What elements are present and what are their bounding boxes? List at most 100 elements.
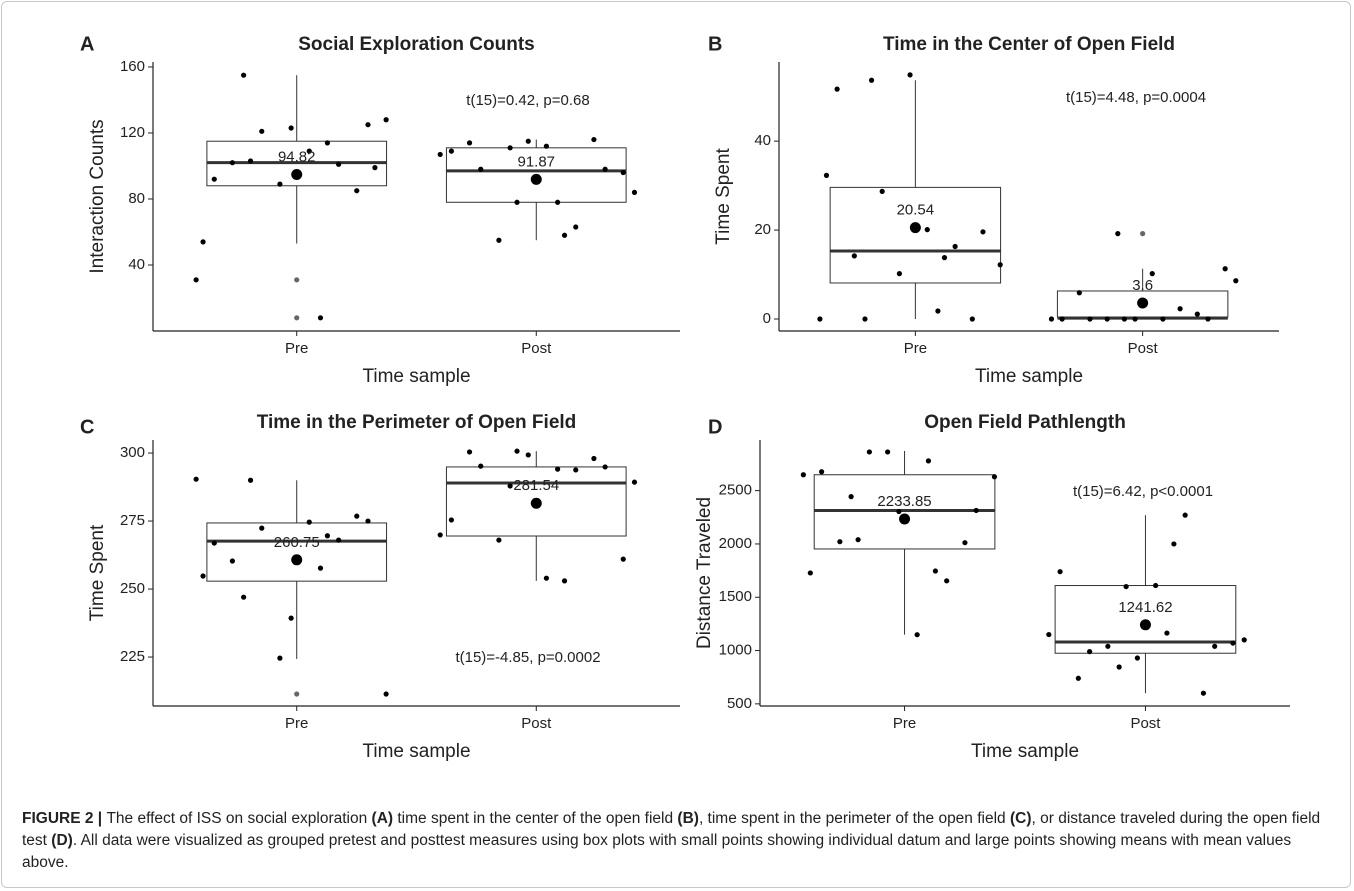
data-point bbox=[855, 537, 861, 543]
y-tick-label: 300 bbox=[120, 444, 145, 461]
y-tick-label: 275 bbox=[120, 512, 145, 529]
chart-title: Time in the Perimeter of Open Field bbox=[257, 412, 577, 433]
data-point bbox=[211, 176, 217, 182]
data-point bbox=[631, 189, 638, 195]
data-point bbox=[1241, 637, 1247, 643]
caption-segment: , time spent in the perimeter of the ope… bbox=[698, 810, 1010, 827]
data-point bbox=[448, 517, 454, 523]
mean-label: 281.54 bbox=[513, 477, 559, 494]
data-point bbox=[941, 255, 948, 261]
panel-letter: B bbox=[708, 33, 722, 55]
data-point bbox=[317, 315, 324, 321]
caption-segment: (C) bbox=[1009, 810, 1032, 827]
data-point bbox=[1230, 640, 1236, 646]
data-point bbox=[823, 172, 830, 178]
data-point bbox=[602, 166, 608, 172]
caption-segment: (B) bbox=[677, 810, 699, 827]
data-point bbox=[1212, 643, 1218, 649]
data-point bbox=[496, 237, 502, 243]
caption-segment: . All data were visualized as grouped pr… bbox=[22, 832, 1296, 871]
data-point bbox=[555, 199, 561, 205]
box bbox=[445, 466, 627, 537]
data-point bbox=[507, 483, 513, 489]
x-tick-label: Post bbox=[1130, 715, 1161, 732]
data-point bbox=[229, 558, 236, 564]
caption-segment: FIGURE 2 | bbox=[22, 810, 107, 827]
x-tick-label: Pre bbox=[904, 340, 927, 357]
caption-segment: time spent in the center of the open fie… bbox=[393, 810, 678, 827]
mean-point bbox=[909, 222, 921, 234]
y-tick-label: 1500 bbox=[719, 588, 752, 605]
data-point bbox=[317, 565, 324, 571]
chart-title: Time in the Center of Open Field bbox=[883, 34, 1175, 55]
data-point bbox=[925, 458, 932, 464]
data-point bbox=[193, 476, 199, 482]
data-point bbox=[1132, 316, 1138, 322]
data-point bbox=[354, 513, 360, 519]
mean-label: 260.75 bbox=[274, 534, 320, 551]
y-tick-label: 20 bbox=[754, 221, 771, 238]
data-point bbox=[997, 262, 1003, 268]
data-point bbox=[591, 455, 597, 462]
data-point bbox=[631, 479, 638, 485]
data-point bbox=[437, 532, 443, 538]
data-point bbox=[866, 449, 872, 455]
data-point bbox=[602, 464, 608, 470]
y-tick-label: 120 bbox=[120, 124, 145, 141]
caption-segment: (D) bbox=[51, 832, 73, 849]
data-point bbox=[372, 165, 378, 171]
y-tick-label: 80 bbox=[128, 190, 145, 207]
data-point bbox=[383, 691, 389, 697]
mean-point bbox=[1137, 297, 1149, 309]
data-point bbox=[879, 188, 885, 194]
data-point bbox=[885, 449, 891, 455]
y-tick-label: 500 bbox=[727, 695, 752, 712]
data-point bbox=[365, 518, 371, 524]
data-point bbox=[1205, 316, 1211, 322]
panel-letter: D bbox=[708, 416, 722, 438]
y-tick-label: 40 bbox=[128, 256, 145, 273]
data-point bbox=[365, 122, 371, 128]
data-point bbox=[1222, 266, 1228, 272]
y-axis-label: Time Spent bbox=[713, 148, 734, 245]
data-point bbox=[507, 145, 513, 151]
data-point bbox=[848, 494, 854, 500]
data-point bbox=[336, 161, 342, 167]
data-point bbox=[555, 466, 561, 472]
mean-label: 3.6 bbox=[1132, 277, 1153, 294]
data-point bbox=[514, 199, 520, 205]
x-tick-label: Post bbox=[1128, 340, 1159, 357]
data-point bbox=[1046, 631, 1052, 638]
data-point bbox=[1164, 630, 1170, 636]
mean-point bbox=[291, 554, 303, 566]
data-point bbox=[288, 125, 294, 131]
data-point bbox=[1123, 583, 1129, 590]
y-tick-label: 40 bbox=[754, 132, 771, 149]
data-point bbox=[935, 308, 941, 314]
data-point bbox=[837, 539, 843, 545]
data-point bbox=[834, 86, 840, 92]
y-tick-label: 0 bbox=[763, 310, 771, 327]
data-point bbox=[1057, 569, 1063, 575]
mean-label: 91.87 bbox=[517, 153, 555, 170]
data-point bbox=[573, 467, 579, 473]
data-point bbox=[543, 575, 550, 581]
data-point bbox=[914, 632, 920, 638]
data-point bbox=[466, 140, 473, 146]
data-point bbox=[193, 277, 199, 283]
data-point bbox=[969, 316, 975, 322]
outlier bbox=[294, 277, 300, 283]
data-point bbox=[1105, 643, 1111, 649]
y-axis-label: Interaction Counts bbox=[87, 119, 108, 273]
y-axis-label: Time Spent bbox=[87, 524, 108, 621]
figure: A Social Exploration Counts 40 80 120 160 Inte… bbox=[80, 33, 1290, 762]
box bbox=[829, 186, 1002, 284]
data-point bbox=[525, 138, 531, 144]
panel-letter: C bbox=[80, 416, 94, 438]
mean-label: 1241.62 bbox=[1118, 599, 1172, 616]
data-point bbox=[561, 578, 568, 584]
data-point bbox=[1200, 690, 1207, 696]
x-tick-label: Pre bbox=[893, 715, 916, 732]
data-point bbox=[336, 537, 342, 543]
